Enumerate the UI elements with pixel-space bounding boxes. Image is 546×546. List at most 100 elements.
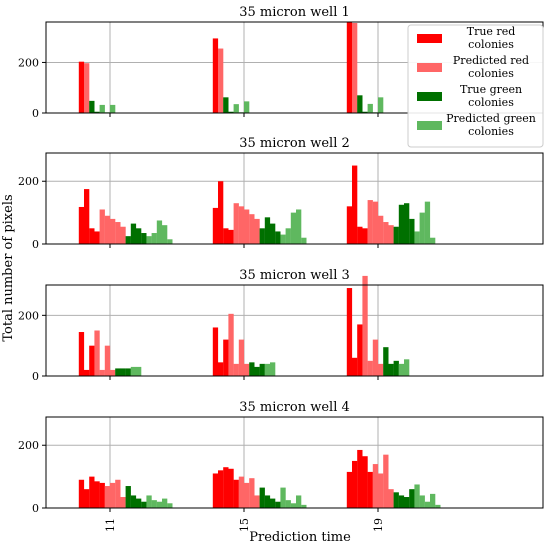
bar: [244, 101, 250, 113]
bar: [372, 464, 379, 508]
legend-swatch: [417, 121, 442, 130]
bar: [84, 489, 90, 508]
y-tick-label: 200: [18, 175, 39, 188]
bar: [367, 471, 373, 508]
bar: [89, 228, 95, 244]
bar: [264, 363, 271, 376]
bar: [352, 165, 358, 244]
bar: [151, 500, 157, 508]
bar: [398, 363, 405, 376]
bar: [259, 363, 265, 376]
bar: [228, 468, 234, 508]
bar: [89, 345, 95, 376]
bar: [430, 237, 436, 244]
bar: [285, 228, 291, 244]
bar: [270, 362, 276, 376]
bar: [218, 470, 224, 508]
bar: [223, 339, 229, 376]
bar: [238, 339, 245, 376]
bar: [383, 454, 389, 508]
legend-label: Predicted red colonies: [453, 54, 529, 80]
bar: [212, 38, 219, 113]
bar: [223, 97, 229, 113]
bar: [120, 226, 126, 244]
bar: [404, 497, 410, 508]
bar: [99, 104, 105, 113]
bar: [104, 215, 111, 244]
bar: [393, 492, 399, 508]
legend: True red colonies Predicted red colonies Tru…: [407, 24, 544, 148]
bar: [99, 482, 105, 508]
axes-frame: [45, 284, 544, 377]
bar: [264, 217, 271, 244]
bar: [254, 366, 260, 376]
bar: [156, 501, 163, 508]
bar: [228, 229, 234, 244]
bar: [125, 486, 131, 508]
bar: [162, 498, 168, 508]
bar: [141, 501, 147, 508]
bar: [78, 61, 85, 113]
bar: [372, 201, 379, 244]
bar: [141, 233, 147, 244]
x-tick-label: 15: [238, 518, 251, 532]
y-axis-label: Total number of pixels: [1, 194, 16, 341]
bar: [233, 203, 239, 244]
bar: [435, 504, 441, 508]
bar: [388, 363, 394, 376]
panel-3: 0 200 35 micron well 3: [18, 268, 544, 383]
bar: [290, 503, 297, 508]
bar: [94, 481, 100, 508]
bar: [352, 357, 358, 376]
y-tick-label: 0: [32, 238, 39, 251]
bar: [130, 366, 137, 376]
bar: [212, 207, 219, 244]
bar: [238, 206, 245, 244]
legend-label: True green colonies: [460, 83, 522, 109]
y-tick-label: 0: [32, 107, 39, 120]
bar: [362, 111, 368, 113]
bar: [419, 495, 425, 508]
axes-frame: [45, 152, 544, 245]
bar: [249, 214, 255, 244]
bar: [146, 236, 152, 244]
bar: [409, 489, 415, 508]
bar: [388, 225, 394, 244]
bar: [146, 495, 152, 508]
bar: [398, 204, 405, 244]
bar: [218, 181, 224, 244]
legend-swatch: [417, 92, 442, 101]
bar: [259, 228, 265, 244]
bar: [424, 501, 431, 508]
bar: [233, 479, 239, 508]
bar: [151, 233, 157, 244]
bar: [285, 500, 291, 508]
bar: [89, 100, 95, 113]
bar: [115, 479, 121, 508]
bar: [254, 495, 260, 508]
bar: [249, 478, 255, 508]
bar: [409, 218, 415, 244]
bar: [218, 48, 224, 113]
y-tick-label: 0: [32, 370, 39, 383]
bar: [362, 275, 368, 376]
bar: [414, 484, 420, 508]
bar: [104, 345, 111, 376]
bar: [296, 495, 302, 508]
legend-swatch: [417, 63, 442, 72]
bar: [244, 482, 250, 508]
bar: [115, 368, 121, 376]
bar: [378, 473, 384, 508]
bar: [228, 313, 234, 376]
bar: [346, 471, 353, 508]
bar: [120, 368, 126, 376]
bar: [357, 95, 363, 113]
bar: [162, 225, 168, 244]
bar: [218, 362, 224, 376]
bar: [110, 369, 116, 376]
bar: [233, 104, 239, 113]
bar: [270, 223, 276, 244]
x-tick-label: 19: [372, 518, 385, 532]
bar: [78, 206, 85, 244]
